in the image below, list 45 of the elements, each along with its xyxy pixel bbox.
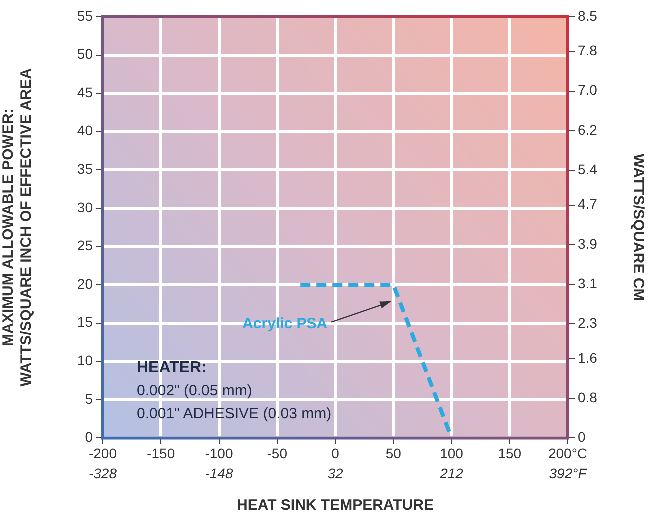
x-tick-label: 200°C [548,445,588,462]
annotation: 0.001" ADHESIVE (0.03 mm) [137,405,332,422]
y2-tick-label: 7.0 [578,82,598,98]
annotation: 0.002" (0.05 mm) [137,382,252,400]
x-tick-label: -100 [205,445,234,462]
y-tick-label: 15 [77,314,94,330]
x2-tick-label: -328 [88,465,118,482]
x2-tick-label: 212 [439,465,464,482]
y-tick-label: 0 [85,429,94,446]
x2-tick-label: 32 [328,465,344,482]
y2-tick-label: 8.5 [578,8,598,24]
y2-tick-label: 0.8 [578,389,598,406]
y-tick-label: 35 [77,161,94,178]
y-tick-label: 45 [77,84,94,100]
y2-tick-label: 0 [578,429,586,446]
y-tick-label: 25 [77,238,94,254]
y2-tick-label: 4.7 [578,196,598,212]
x-tick-label: 0 [332,445,340,462]
x-tick-label: -200 [88,445,118,462]
y2-tick-label: 1.6 [578,350,598,366]
y-tick-label: 30 [77,199,94,216]
y2-tick-label: 5.4 [578,161,598,178]
y-tick-label: 40 [77,122,94,139]
x-axis-title: HEAT SINK TEMPERATURE [237,497,434,514]
y2-tick-label: 3.1 [578,275,598,292]
y2-axis-title: WATTS/SQUARE CM [630,154,647,302]
y2-tick-label: 6.2 [578,122,598,138]
annotation: Acrylic PSA [242,315,328,332]
annotation: HEATER: [137,360,207,377]
y-tick-label: 20 [77,276,94,292]
y-tick-label: 10 [77,352,94,368]
x-tick-label: 50 [386,445,402,462]
x-tick-label: -50 [267,445,288,462]
x2-tick-label: -148 [205,465,234,482]
y2-tick-label: 3.9 [578,236,598,252]
x2-tick-label: 392°F [549,465,588,482]
y-axis-title: MAXIMUM ALLOWABLE POWER: WATTS/SQUARE INCH OF EFFECTIVE AREA [0,68,36,387]
x-tick-label: -150 [147,445,176,462]
y-tick-label: 5 [85,390,94,407]
y-tick-label: 50 [77,46,94,62]
y-tick-label: 55 [77,8,94,24]
y2-tick-label: 7.8 [578,42,598,59]
x-tick-label: 150 [498,445,522,462]
y2-tick-label: 2.3 [578,315,598,332]
x-tick-label: 100 [440,445,464,462]
